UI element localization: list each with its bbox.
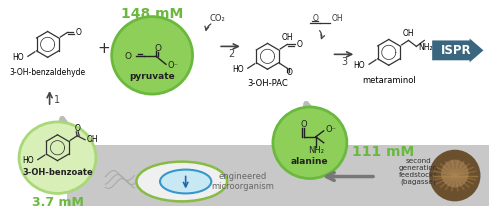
Text: HO: HO [232, 65, 244, 74]
FancyArrow shape [432, 39, 484, 62]
Bar [68, 145, 490, 206]
Text: 148 mM: 148 mM [121, 7, 183, 21]
Circle shape [429, 150, 481, 201]
Ellipse shape [273, 107, 347, 178]
Text: +: + [98, 41, 110, 56]
Text: OH: OH [282, 33, 293, 42]
Text: O: O [75, 28, 81, 37]
Text: second
generation
feedstocks
(bagasse): second generation feedstocks (bagasse) [399, 158, 438, 185]
Text: O: O [301, 120, 307, 129]
Text: OH: OH [403, 29, 414, 38]
Text: OH: OH [332, 14, 343, 23]
Circle shape [441, 160, 469, 187]
Text: engineered
microorganism: engineered microorganism [211, 172, 274, 191]
Text: O: O [286, 68, 292, 77]
Text: O: O [74, 124, 80, 133]
Text: O⁻: O⁻ [168, 61, 179, 70]
Text: O: O [297, 40, 303, 49]
Text: CO₂: CO₂ [210, 14, 225, 23]
Text: O: O [313, 14, 319, 23]
Ellipse shape [112, 17, 193, 94]
Text: 3-OH-benzaldehyde: 3-OH-benzaldehyde [9, 68, 86, 77]
Text: O: O [154, 44, 162, 53]
Ellipse shape [19, 122, 96, 193]
Text: HO: HO [22, 156, 34, 165]
Text: alanine: alanine [291, 157, 329, 166]
Text: NH₂: NH₂ [419, 43, 433, 52]
Text: metaraminol: metaraminol [362, 76, 416, 85]
Text: HO: HO [353, 61, 365, 70]
Ellipse shape [137, 162, 227, 201]
Text: 3-OH-PAC: 3-OH-PAC [247, 79, 288, 88]
Text: HO: HO [12, 53, 24, 62]
Text: ISPR: ISPR [441, 44, 471, 57]
Text: 3: 3 [341, 57, 348, 67]
Text: 3-OH-benzoate: 3-OH-benzoate [22, 168, 93, 177]
Text: O: O [125, 52, 132, 61]
Text: OH: OH [87, 135, 99, 144]
Text: 111 mM: 111 mM [352, 145, 414, 159]
Text: NH₂: NH₂ [308, 146, 324, 155]
Text: O⁻: O⁻ [326, 125, 337, 134]
Text: pyruvate: pyruvate [129, 72, 175, 81]
Text: 3.7 mM: 3.7 mM [32, 196, 83, 209]
Ellipse shape [160, 170, 211, 193]
Text: 1: 1 [54, 95, 61, 105]
Text: 2: 2 [228, 49, 234, 59]
